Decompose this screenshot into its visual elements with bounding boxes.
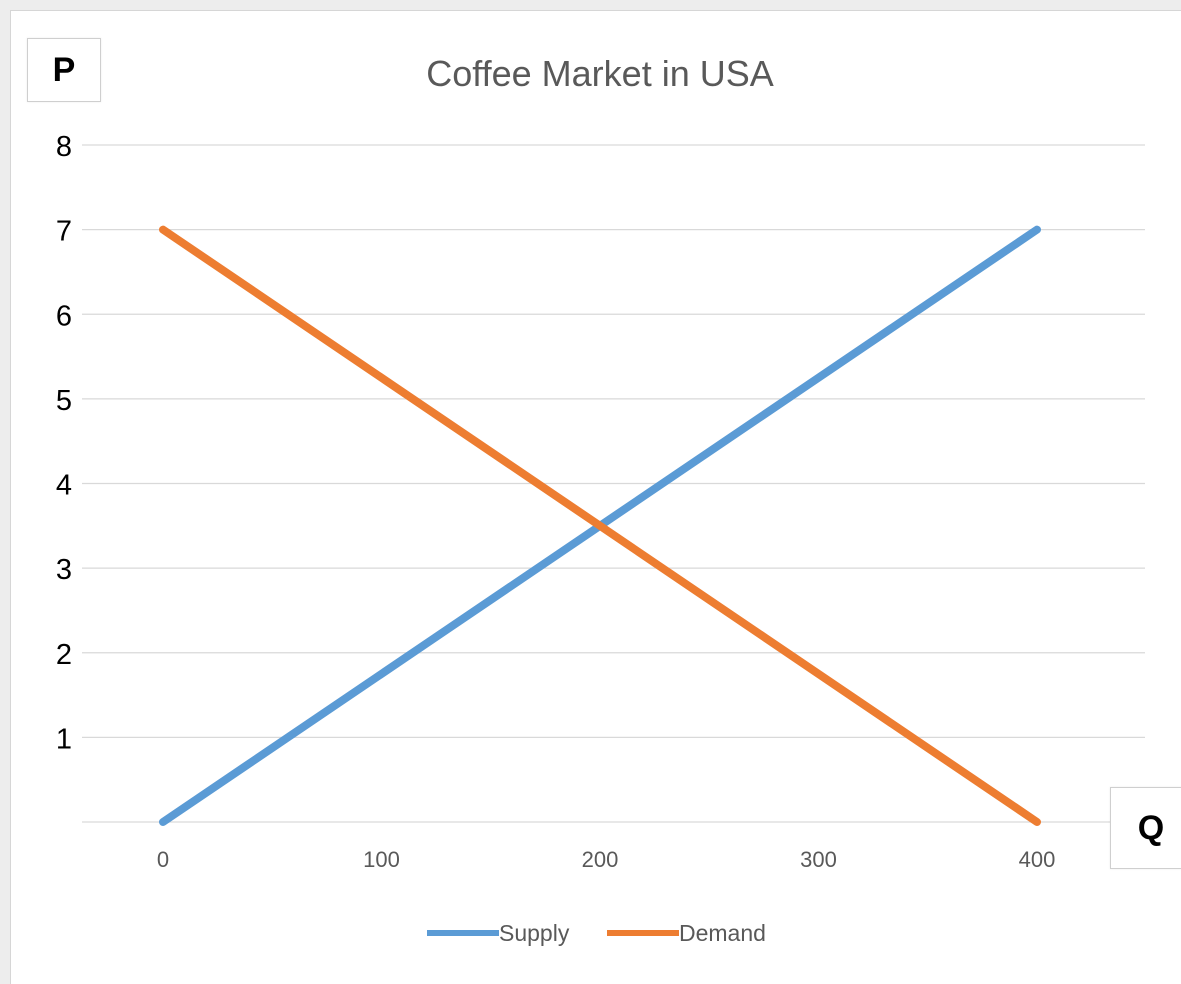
y-axis-ticks: 1 2 3 4 5 6 7 8 (56, 131, 72, 755)
y-tick-label: 7 (56, 216, 72, 248)
y-tick-label: 8 (56, 131, 72, 163)
legend-label-demand: Demand (679, 920, 766, 946)
legend-label-supply: Supply (499, 920, 570, 946)
x-tick-label: 0 (157, 847, 169, 872)
y-tick-label: 4 (56, 470, 72, 502)
y-tick-label: 1 (56, 723, 72, 755)
x-tick-label: 300 (800, 847, 837, 872)
series-lines (163, 230, 1037, 822)
y-axis-label: P (53, 51, 76, 90)
legend: Supply Demand (427, 920, 766, 946)
y-tick-label: 2 (56, 639, 72, 671)
y-axis-label-box: P (27, 38, 101, 102)
x-tick-label: 400 (1019, 847, 1056, 872)
x-axis-label: Q (1138, 809, 1164, 848)
x-tick-label: 100 (363, 847, 400, 872)
chart-title: Coffee Market in USA (426, 53, 773, 94)
y-tick-label: 3 (56, 554, 72, 586)
x-axis-label-box: Q (1110, 787, 1181, 869)
y-tick-label: 6 (56, 300, 72, 332)
x-tick-label: 200 (582, 847, 619, 872)
y-tick-label: 5 (56, 385, 72, 417)
x-axis-ticks: 0 100 200 300 400 (157, 847, 1055, 872)
grid-lines (82, 145, 1145, 822)
